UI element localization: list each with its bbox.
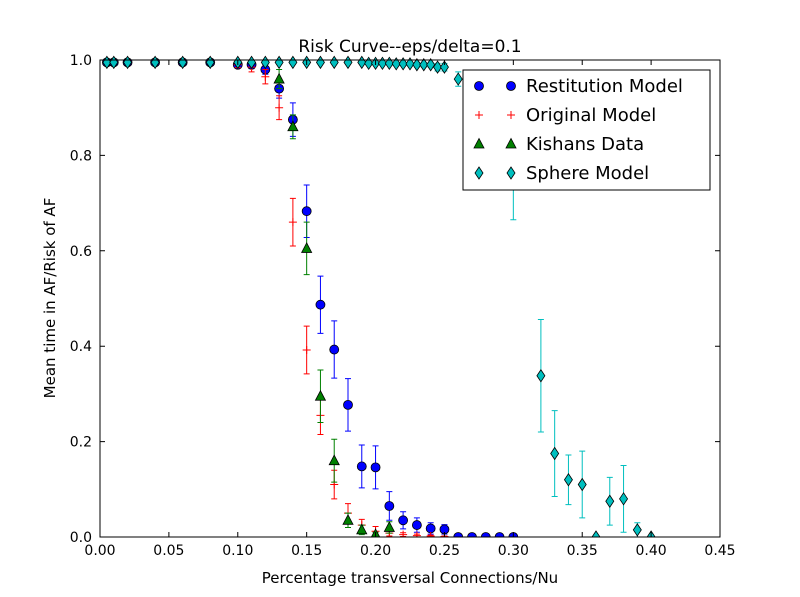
data-point — [261, 72, 270, 81]
data-point — [301, 206, 312, 217]
x-tick-label: 0.25 — [429, 543, 460, 559]
x-tick-label: 0.15 — [291, 543, 322, 559]
data-point — [288, 218, 297, 227]
x-tick-label: 0.35 — [567, 543, 598, 559]
data-point — [398, 57, 408, 71]
data-point — [467, 532, 477, 537]
legend-item: Original Model — [475, 105, 656, 126]
data-point — [412, 58, 422, 72]
x-tick-label: 0.45 — [704, 543, 735, 559]
legend-label: Kishans Data — [526, 134, 644, 155]
legend-marker — [506, 166, 516, 180]
data-point — [273, 72, 285, 84]
data-point — [329, 344, 340, 355]
data-point — [383, 521, 395, 532]
data-point — [425, 523, 436, 534]
data-point — [342, 513, 354, 525]
legend-label: Restitution Model — [526, 76, 683, 97]
x-axis-label: Percentage transversal Connections/Nu — [262, 569, 558, 587]
data-point — [453, 72, 463, 86]
data-point — [343, 399, 353, 410]
data-point — [411, 520, 422, 530]
x-tick-label: 0.00 — [84, 543, 115, 559]
data-point — [426, 532, 435, 537]
data-point — [391, 57, 401, 71]
chart-title: Risk Curve--eps/delta=0.1 — [298, 37, 521, 57]
data-point — [439, 60, 449, 74]
data-point — [356, 461, 367, 472]
legend: Restitution Model Original Model Kishans D… — [462, 69, 711, 191]
legend-label: Original Model — [526, 105, 656, 126]
legend-box — [462, 69, 711, 191]
x-tick-label: 0.20 — [360, 543, 391, 559]
data-point — [563, 473, 573, 487]
data-point — [605, 494, 615, 508]
legend-label: Sphere Model — [526, 163, 649, 184]
data-point — [384, 501, 395, 511]
data-point — [632, 523, 642, 537]
axes: 0.00 0.05 0.10 0.15 0.20 0.25 0.30 0.35 0.40 0.45… — [70, 53, 736, 559]
y-tick-label: 1.0 — [70, 53, 92, 69]
legend-item: Kishans Data — [473, 134, 644, 155]
series-kishans-data — [273, 69, 395, 537]
data-point — [494, 532, 505, 537]
data-point — [426, 58, 436, 72]
data-point — [302, 346, 311, 355]
y-tick-label: 0.2 — [70, 435, 92, 451]
x-tick-label: 0.05 — [153, 543, 184, 559]
data-point — [315, 299, 326, 310]
data-point — [370, 462, 381, 473]
data-point — [536, 369, 546, 383]
data-point — [275, 103, 284, 112]
data-point — [328, 454, 340, 466]
data-point — [399, 530, 408, 537]
data-point — [453, 532, 464, 537]
data-point — [314, 389, 327, 401]
data-point — [577, 477, 587, 492]
legend-item: Restitution Model — [474, 76, 683, 97]
x-tick-label: 0.40 — [636, 543, 667, 559]
legend-marker — [473, 137, 485, 149]
data-point — [356, 523, 368, 535]
data-point — [619, 492, 629, 506]
data-point — [412, 531, 421, 537]
y-tick-label: 0.0 — [70, 530, 92, 546]
data-point — [480, 532, 491, 537]
x-tick-label: 0.30 — [498, 543, 529, 559]
legend-marker — [474, 81, 484, 91]
y-tick-label: 0.8 — [70, 148, 92, 164]
x-tick-label: 0.10 — [222, 543, 253, 559]
data-point — [398, 515, 409, 526]
data-point — [419, 58, 429, 72]
y-tick-label: 0.6 — [70, 244, 92, 260]
data-point — [591, 530, 601, 537]
legend-marker — [505, 137, 517, 149]
data-point — [405, 57, 415, 71]
legend-marker — [506, 81, 516, 91]
data-point — [550, 446, 560, 461]
legend-item: Sphere Model — [474, 163, 649, 184]
legend-marker — [507, 111, 515, 119]
data-point — [433, 60, 443, 74]
y-axis-label: Mean time in AF/Risk of AF — [41, 198, 59, 399]
y-tick-label: 0.4 — [70, 339, 92, 355]
data-point — [287, 120, 299, 132]
axes-frame — [99, 59, 721, 538]
legend-marker — [474, 166, 484, 180]
legend-marker — [475, 111, 483, 119]
data-point — [301, 242, 313, 253]
